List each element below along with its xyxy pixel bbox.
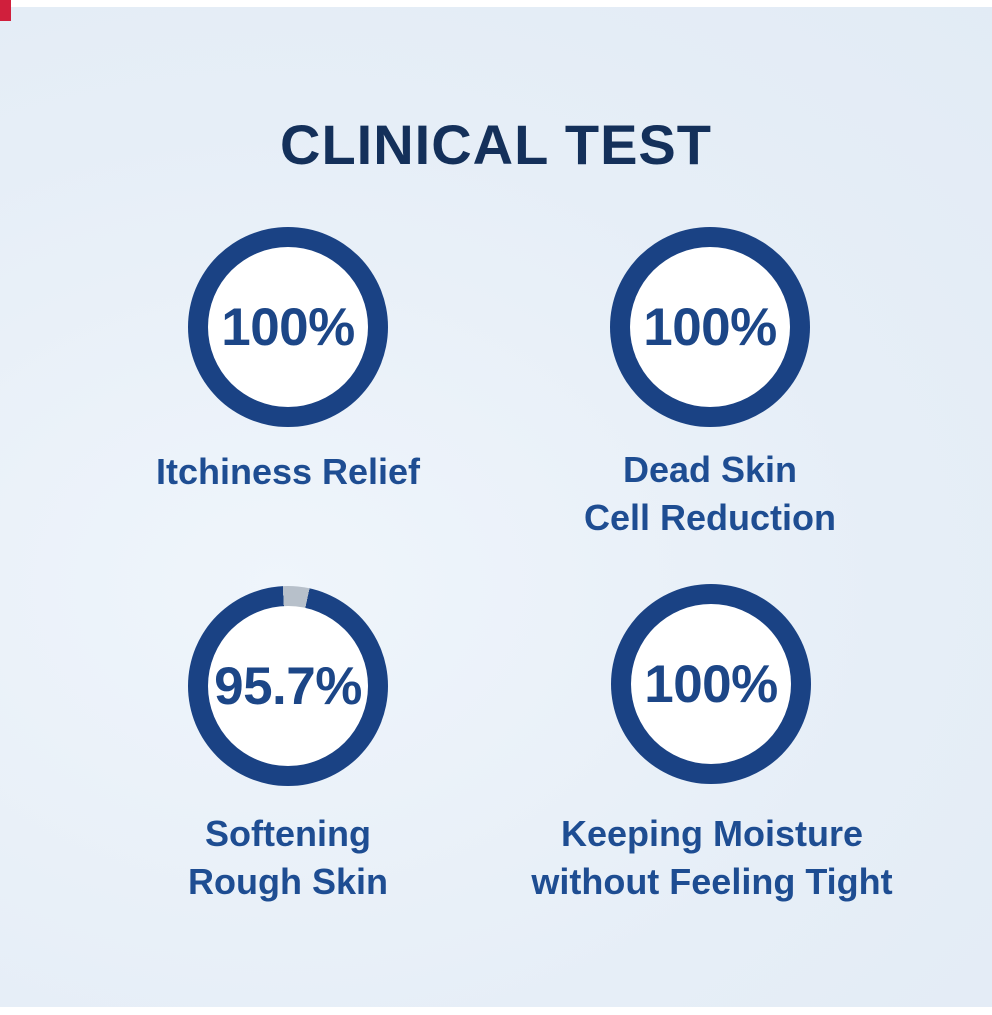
- page-title: CLINICAL TEST: [280, 112, 712, 176]
- donut-inner: 100%: [208, 247, 368, 407]
- stat-label-keeping-moisture: Keeping Moisture without Feeling Tight: [531, 813, 893, 902]
- donut-ring-dead-skin-cell-reduction: 100%: [610, 227, 810, 427]
- stat-label-dead-skin-cell-reduction: Dead Skin Cell Reduction: [583, 449, 837, 538]
- stat-value: 95.7%: [214, 656, 362, 716]
- stat-label-itchiness-relief: Itchiness Relief: [155, 451, 421, 492]
- donut-ring-itchiness-relief: 100%: [188, 227, 388, 427]
- donut-inner: 100%: [631, 604, 791, 764]
- corner-red-mark: [0, 0, 11, 21]
- donut-inner: 100%: [630, 247, 790, 407]
- donut-ring-softening-rough-skin: 95.7%: [188, 586, 388, 786]
- stat-value: 100%: [221, 297, 355, 357]
- infographic-panel: [0, 7, 992, 1007]
- donut-inner: 95.7%: [208, 606, 368, 766]
- stat-label-softening-rough-skin: Softening Rough Skin: [188, 813, 388, 902]
- donut-ring-keeping-moisture: 100%: [611, 584, 811, 784]
- stat-value: 100%: [643, 297, 777, 357]
- stat-value: 100%: [644, 654, 778, 714]
